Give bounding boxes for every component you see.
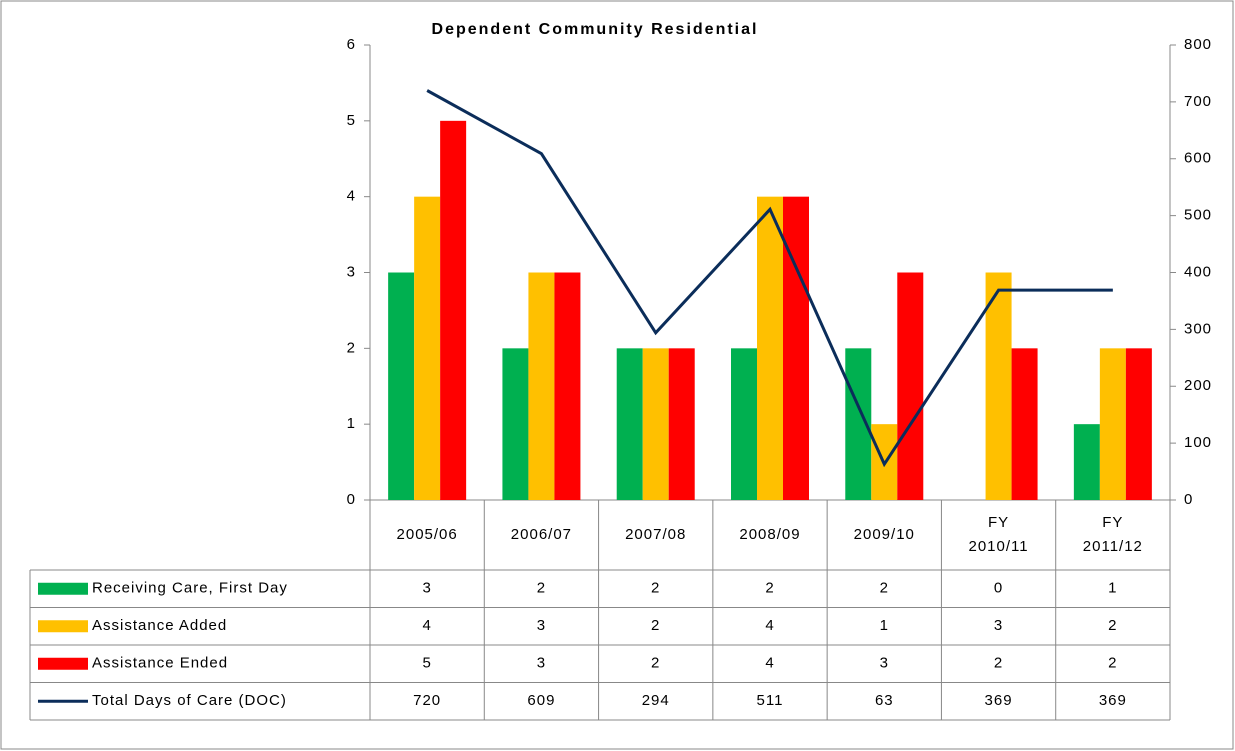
chart-title: Dependent Community Residential xyxy=(432,21,759,38)
bar xyxy=(502,348,529,500)
table-value: 2 xyxy=(537,580,546,597)
y-tick-label: 6 xyxy=(347,36,356,53)
legend-label: Receiving Care, First Day xyxy=(92,580,288,597)
table-value: 369 xyxy=(985,692,1013,709)
bar xyxy=(528,272,555,500)
table-value: 2 xyxy=(651,617,660,634)
y2-tick-label: 300 xyxy=(1184,320,1212,337)
table-value: 4 xyxy=(765,655,774,672)
table-value: 720 xyxy=(413,692,441,709)
x-tick-label: 2007/08 xyxy=(625,526,687,543)
table-value: 63 xyxy=(875,692,894,709)
table-value: 5 xyxy=(422,655,431,672)
legend-swatch xyxy=(38,657,88,670)
bar xyxy=(1125,348,1152,500)
legend-swatch xyxy=(38,582,88,595)
table-value: 1 xyxy=(1108,580,1117,597)
y2-tick-label: 500 xyxy=(1184,207,1212,224)
table-value: 609 xyxy=(527,692,555,709)
bar xyxy=(440,120,467,500)
bar xyxy=(668,348,695,500)
bar xyxy=(757,196,783,500)
bar xyxy=(554,272,581,500)
y-tick-label: 5 xyxy=(347,112,356,129)
x-tick-label: 2005/06 xyxy=(396,526,458,543)
y2-tick-label: 700 xyxy=(1184,93,1212,110)
x-tick-label: FY 2011/12 xyxy=(1082,514,1143,555)
table-value: 4 xyxy=(765,617,774,634)
table-value: 2 xyxy=(1108,617,1117,634)
legend-label: Assistance Ended xyxy=(92,655,228,672)
bar xyxy=(1099,348,1126,500)
legend-label: Total Days of Care (DOC) xyxy=(92,692,287,709)
y-tick-label: 0 xyxy=(347,491,356,508)
bar xyxy=(783,196,809,500)
y2-tick-label: 200 xyxy=(1184,377,1212,394)
x-tick-label: 2009/10 xyxy=(853,526,915,543)
line xyxy=(426,89,1113,468)
bar xyxy=(388,272,415,500)
bar xyxy=(897,272,924,500)
x-tick-label: 2008/09 xyxy=(739,526,801,543)
bar xyxy=(1011,348,1038,500)
table-value: 369 xyxy=(1099,692,1127,709)
table-value: 2 xyxy=(651,580,660,597)
table-value: 2 xyxy=(651,655,660,672)
bar xyxy=(731,348,757,500)
y-tick-label: 4 xyxy=(347,188,356,205)
table-value: 3 xyxy=(537,617,546,634)
bar xyxy=(616,348,643,500)
table-value: 1 xyxy=(880,617,889,634)
table-value: 2 xyxy=(765,580,774,597)
bar xyxy=(642,348,669,500)
x-tick-label: 2006/07 xyxy=(510,526,573,543)
legend-swatch xyxy=(38,620,88,633)
table-value: 511 xyxy=(757,692,784,709)
table-value: 294 xyxy=(642,692,670,709)
table-value: 3 xyxy=(994,617,1003,634)
y2-tick-label: 600 xyxy=(1184,150,1212,167)
x-tick-label: FY 2010/11 xyxy=(968,514,1029,555)
y-tick-label: 2 xyxy=(347,339,356,356)
table-value: 0 xyxy=(994,580,1003,597)
table-value: 3 xyxy=(537,655,546,672)
table-value: 2 xyxy=(1108,655,1117,672)
table-value: 2 xyxy=(880,580,889,597)
table-value: 3 xyxy=(422,580,431,597)
bar xyxy=(985,272,1012,500)
y2-tick-label: 0 xyxy=(1184,491,1193,508)
bar xyxy=(414,196,441,500)
y2-tick-label: 400 xyxy=(1184,263,1212,280)
table-value: 4 xyxy=(422,617,431,634)
y-tick-label: 1 xyxy=(347,415,356,432)
y-tick-label: 3 xyxy=(347,263,356,280)
y2-tick-label: 800 xyxy=(1184,36,1212,53)
y2-tick-label: 100 xyxy=(1184,434,1212,451)
bar xyxy=(1073,424,1100,500)
legend-label: Assistance Added xyxy=(92,617,227,634)
table-value: 3 xyxy=(880,655,889,672)
table-value: 2 xyxy=(994,655,1003,672)
